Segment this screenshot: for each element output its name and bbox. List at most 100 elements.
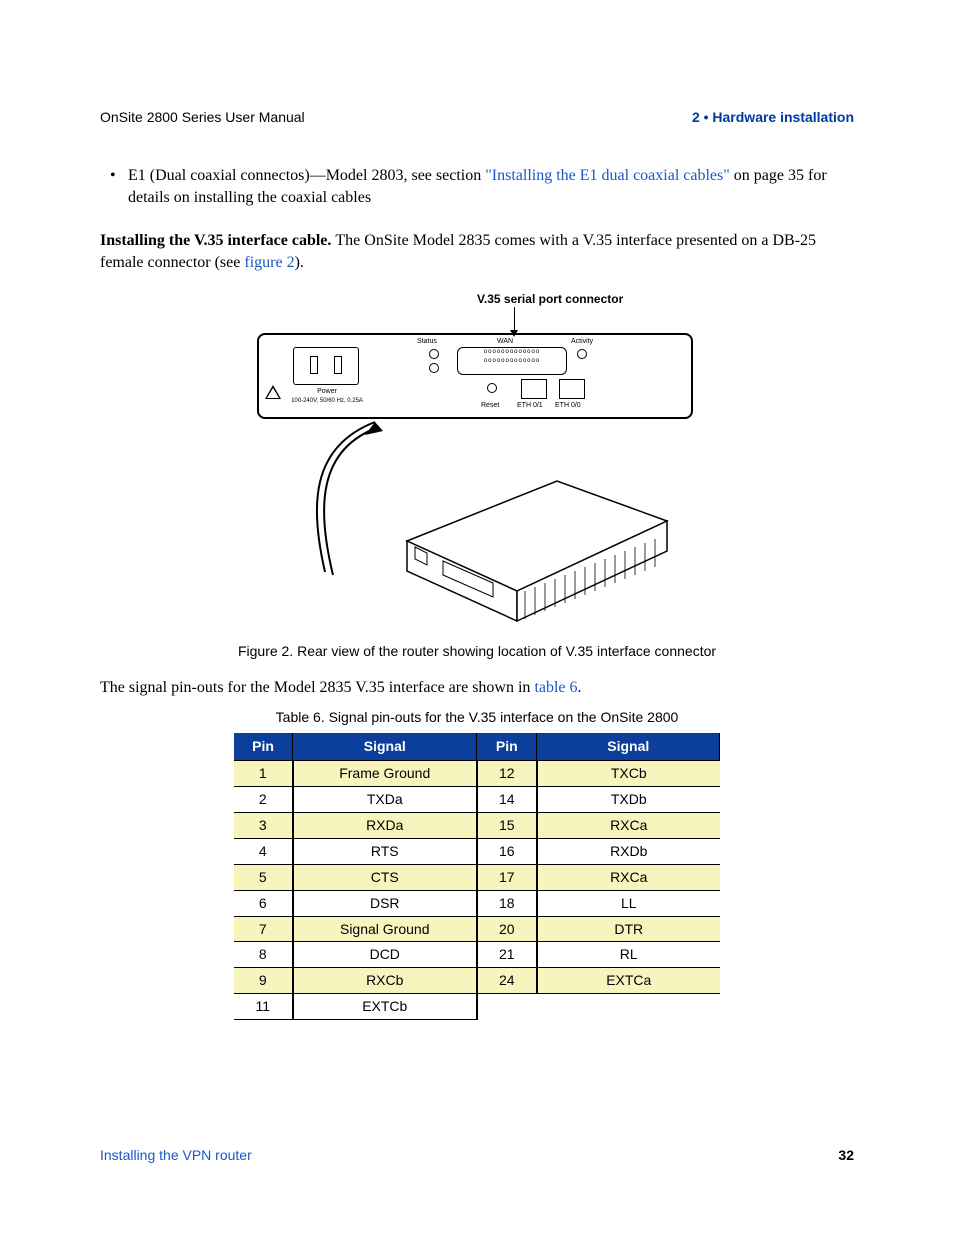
table-row: 2 TXDa 14 TXDb <box>234 787 720 813</box>
cell-sig: RXDa <box>293 813 477 839</box>
footer-left[interactable]: Installing the VPN router <box>100 1146 252 1165</box>
cell-sig: RXCa <box>537 864 720 890</box>
para2-post: . <box>578 679 582 696</box>
cell-pin: 4 <box>234 838 293 864</box>
para2-table-link[interactable]: table 6 <box>534 679 577 696</box>
cell-pin: 20 <box>477 916 537 942</box>
table-6-caption: Table 6. Signal pin-outs for the V.35 in… <box>100 708 854 727</box>
table-row: 4 RTS 16 RXDb <box>234 838 720 864</box>
table-row: 5 CTS 17 RXCa <box>234 864 720 890</box>
cell-pin: 12 <box>477 761 537 787</box>
table-row: 7 Signal Ground 20 DTR <box>234 916 720 942</box>
cell-pin: 21 <box>477 942 537 968</box>
figure-2-drawing: V.35 serial port connector Status WAN Ac… <box>257 291 697 631</box>
cell-sig: RL <box>537 942 720 968</box>
cell-sig: EXTCa <box>537 968 720 994</box>
document-page: OnSite 2800 Series User Manual 2 • Hardw… <box>0 0 954 1235</box>
cell-sig: TXDa <box>293 787 477 813</box>
pinout-table: Pin Signal Pin Signal 1 Frame Ground 12 … <box>234 733 721 1020</box>
para2-pre: The signal pin-outs for the Model 2835 V… <box>100 679 534 696</box>
table-row: 6 DSR 18 LL <box>234 890 720 916</box>
cell-pin: 17 <box>477 864 537 890</box>
cell-pin: 14 <box>477 787 537 813</box>
cell-sig: DTR <box>537 916 720 942</box>
page-body: E1 (Dual coaxial connectos)—Model 2803, … <box>100 165 854 1020</box>
cell-sig: RXCb <box>293 968 477 994</box>
label-status: Status <box>417 337 437 346</box>
cell-pin: 24 <box>477 968 537 994</box>
label-wan: WAN <box>497 337 513 346</box>
callout-label: V.35 serial port connector <box>477 291 623 307</box>
bullet-item: E1 (Dual coaxial connectos)—Model 2803, … <box>128 165 854 208</box>
running-header: OnSite 2800 Series User Manual 2 • Hardw… <box>100 108 854 127</box>
figure-2: V.35 serial port connector Status WAN Ac… <box>100 291 854 660</box>
header-right: 2 • Hardware installation <box>692 108 854 127</box>
cell-pin: 7 <box>234 916 293 942</box>
power-inlet-icon <box>293 347 359 385</box>
eth-00-port-icon <box>559 379 585 399</box>
rear-panel-diagram: Status WAN Activity oooooooooooooooooooo… <box>257 333 693 419</box>
cell-sig: RXCa <box>537 813 720 839</box>
table-row: 3 RXDa 15 RXCa <box>234 813 720 839</box>
cell-sig: Frame Ground <box>293 761 477 787</box>
running-footer: Installing the VPN router 32 <box>100 1146 854 1165</box>
paragraph-v35: Installing the V.35 interface cable. The… <box>100 230 854 273</box>
table-row: 11 EXTCb <box>234 994 720 1020</box>
figure-2-caption: Figure 2. Rear view of the router showin… <box>100 642 854 661</box>
bullet-link[interactable]: "Installing the E1 dual coaxial cables" <box>485 167 730 184</box>
para1-figure-link[interactable]: figure 2 <box>244 254 294 271</box>
cell-sig: LL <box>537 890 720 916</box>
cell-sig: TXCb <box>537 761 720 787</box>
db25-connector-icon: oooooooooooooooooooooooooo <box>457 347 567 375</box>
table-row: 9 RXCb 24 EXTCa <box>234 968 720 994</box>
cell-pin: 6 <box>234 890 293 916</box>
cell-sig: RXDb <box>537 838 720 864</box>
status-led-2-icon <box>429 363 439 373</box>
label-power: Power 100-240V, 50/60 Hz, 0.25A <box>287 387 367 406</box>
cell-pin: 8 <box>234 942 293 968</box>
cell-empty <box>477 994 537 1020</box>
cell-sig: CTS <box>293 864 477 890</box>
th-pin-1: Pin <box>234 733 293 760</box>
table-header-row: Pin Signal Pin Signal <box>234 733 720 760</box>
cell-pin: 5 <box>234 864 293 890</box>
cell-empty <box>537 994 720 1020</box>
cell-sig: EXTCb <box>293 994 477 1020</box>
cell-pin: 2 <box>234 787 293 813</box>
reset-hole-icon <box>487 383 497 393</box>
cell-sig: RTS <box>293 838 477 864</box>
cell-pin: 9 <box>234 968 293 994</box>
cell-pin: 18 <box>477 890 537 916</box>
warning-triangle-icon <box>265 385 281 399</box>
cell-pin: 11 <box>234 994 293 1020</box>
th-signal-1: Signal <box>293 733 477 760</box>
router-isometric-icon <box>397 471 677 631</box>
label-eth01: ETH 0/1 <box>517 401 543 410</box>
cell-sig: TXDb <box>537 787 720 813</box>
label-eth00: ETH 0/0 <box>555 401 581 410</box>
label-power-2: 100-240V, 50/60 Hz, 0.25A <box>291 398 363 404</box>
para1-post: ). <box>295 254 304 271</box>
table-body: 1 Frame Ground 12 TXCb 2 TXDa 14 TXDb 3 … <box>234 761 720 1020</box>
cell-sig: Signal Ground <box>293 916 477 942</box>
th-pin-2: Pin <box>477 733 537 760</box>
status-led-1-icon <box>429 349 439 359</box>
paragraph-table-intro: The signal pin-outs for the Model 2835 V… <box>100 677 854 699</box>
label-reset: Reset <box>481 401 499 410</box>
footer-page: 32 <box>838 1146 854 1165</box>
label-power-1: Power <box>317 388 337 395</box>
activity-led-icon <box>577 349 587 359</box>
cell-pin: 3 <box>234 813 293 839</box>
cell-sig: DSR <box>293 890 477 916</box>
para1-head: Installing the V.35 interface cable. <box>100 232 335 249</box>
table-row: 8 DCD 21 RL <box>234 942 720 968</box>
cell-pin: 16 <box>477 838 537 864</box>
cell-pin: 15 <box>477 813 537 839</box>
table-row: 1 Frame Ground 12 TXCb <box>234 761 720 787</box>
bullet-text-pre: E1 (Dual coaxial connectos)—Model 2803, … <box>128 167 485 184</box>
eth-01-port-icon <box>521 379 547 399</box>
cell-sig: DCD <box>293 942 477 968</box>
th-signal-2: Signal <box>537 733 720 760</box>
label-activity: Activity <box>571 337 593 346</box>
header-left: OnSite 2800 Series User Manual <box>100 108 305 127</box>
